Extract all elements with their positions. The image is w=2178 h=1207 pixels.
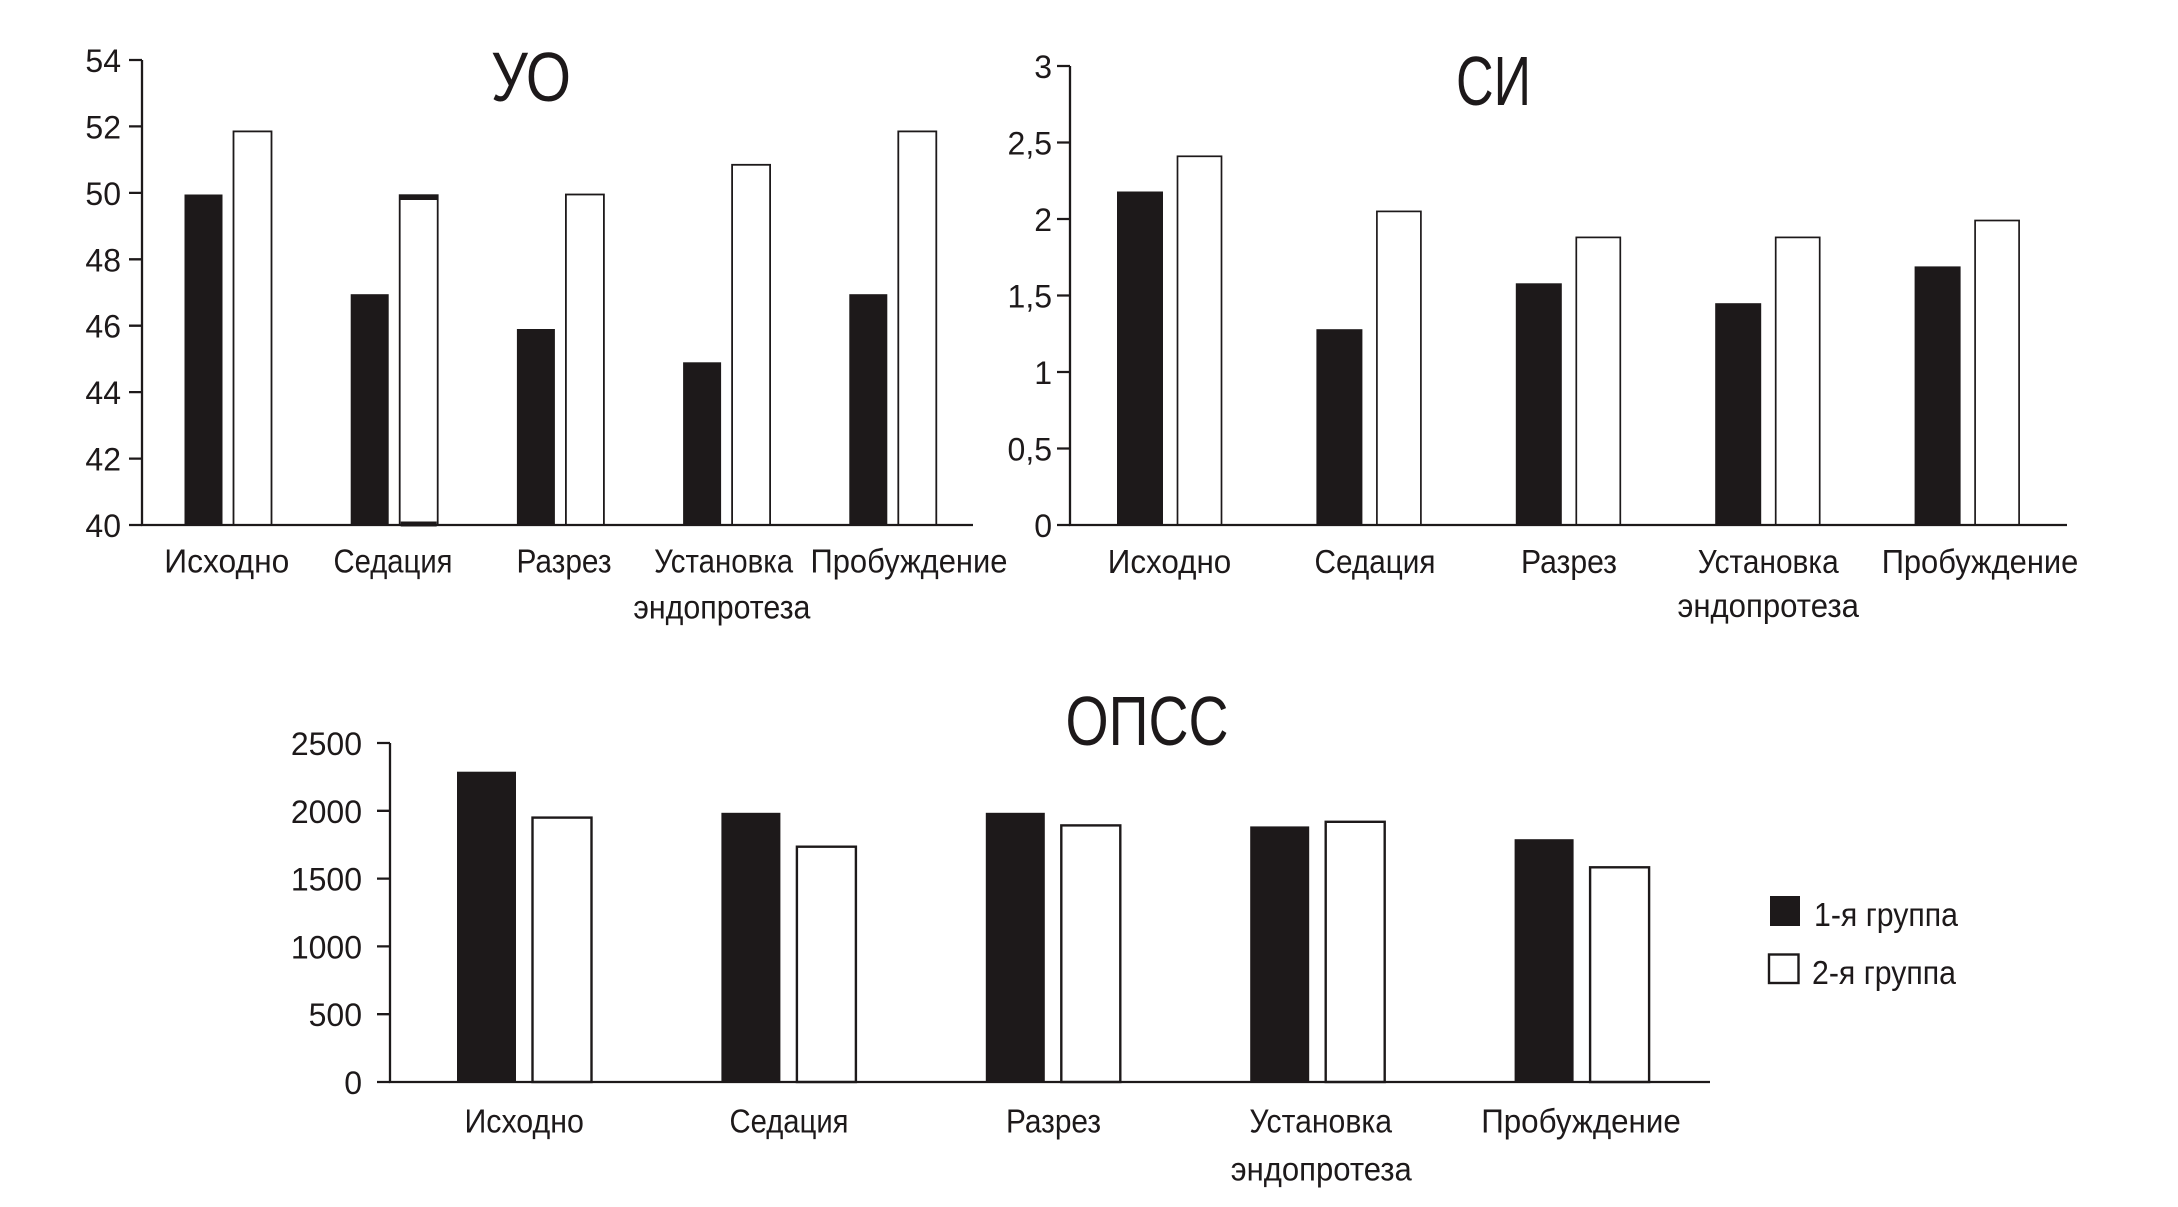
svg-text:0,5: 0,5 bbox=[1008, 432, 1052, 468]
svg-text:1: 1 bbox=[1034, 355, 1052, 391]
svg-text:48: 48 bbox=[85, 242, 121, 278]
svg-text:42: 42 bbox=[85, 442, 121, 478]
svg-text:1000: 1000 bbox=[291, 929, 362, 965]
svg-text:СИ: СИ bbox=[1456, 42, 1531, 120]
svg-text:ОПСС: ОПСС bbox=[1066, 682, 1229, 760]
svg-text:Седация: Седация bbox=[730, 1103, 849, 1140]
svg-text:2-я группа: 2-я группа bbox=[1812, 954, 1957, 991]
svg-text:Исходно: Исходно bbox=[1108, 543, 1232, 580]
svg-text:Установка: Установка bbox=[1698, 543, 1840, 580]
svg-text:2: 2 bbox=[1034, 202, 1052, 238]
svg-text:Разрез: Разрез bbox=[1006, 1103, 1101, 1140]
svg-text:Седация: Седация bbox=[1315, 543, 1436, 580]
svg-text:52: 52 bbox=[85, 109, 121, 145]
svg-text:Установка: Установка bbox=[1249, 1103, 1392, 1140]
svg-text:40: 40 bbox=[85, 508, 121, 544]
svg-text:Исходно: Исходно bbox=[464, 1103, 584, 1140]
svg-text:Исходно: Исходно bbox=[164, 543, 289, 580]
svg-text:Установка: Установка bbox=[654, 543, 794, 580]
svg-text:1500: 1500 bbox=[291, 862, 362, 898]
svg-text:2000: 2000 bbox=[291, 794, 362, 830]
svg-text:Седация: Седация bbox=[334, 543, 453, 580]
svg-text:50: 50 bbox=[85, 176, 121, 212]
svg-text:44: 44 bbox=[85, 375, 121, 411]
svg-text:2,5: 2,5 bbox=[1008, 126, 1052, 162]
svg-text:Пробуждение: Пробуждение bbox=[1481, 1103, 1681, 1140]
svg-text:0: 0 bbox=[1034, 508, 1052, 544]
svg-text:Разрез: Разрез bbox=[1521, 543, 1617, 580]
svg-text:эндопротеза: эндопротеза bbox=[1231, 1151, 1413, 1188]
svg-text:Разрез: Разрез bbox=[517, 543, 612, 580]
svg-text:УО: УО bbox=[491, 38, 571, 116]
svg-text:0: 0 bbox=[344, 1065, 362, 1101]
svg-text:Пробуждение: Пробуждение bbox=[811, 543, 1008, 580]
svg-text:эндопротеза: эндопротеза bbox=[1677, 587, 1859, 624]
svg-text:1,5: 1,5 bbox=[1008, 279, 1052, 315]
svg-text:46: 46 bbox=[85, 309, 121, 345]
svg-text:Пробуждение: Пробуждение bbox=[1882, 543, 2079, 580]
svg-text:54: 54 bbox=[85, 43, 121, 79]
svg-text:2500: 2500 bbox=[291, 726, 362, 762]
svg-text:500: 500 bbox=[309, 997, 362, 1033]
svg-text:1-я группа: 1-я группа bbox=[1814, 896, 1959, 933]
svg-text:эндопротеза: эндопротеза bbox=[633, 588, 811, 625]
svg-text:3: 3 bbox=[1034, 49, 1052, 85]
